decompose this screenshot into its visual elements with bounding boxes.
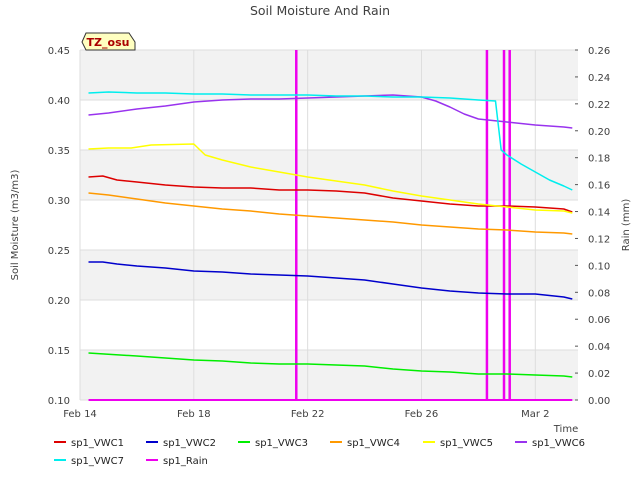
x-tick-label: Mar 2	[521, 409, 549, 420]
y2-axis-label: Rain (mm)	[621, 199, 632, 252]
x-axis: Feb 14 Feb 18 Feb 22 Feb 26 Mar 2	[63, 409, 549, 420]
series-line-sp1-vwc4	[88, 192, 573, 235]
y-axis-label: Soil Moisture (m3/m3)	[10, 170, 21, 281]
y-tick-label: 0.30	[48, 196, 70, 207]
y2-tick-label: 0.24	[588, 73, 610, 84]
y-axis-left: 0.10 0.15 0.20 0.25 0.30 0.35 0.40 0.45	[48, 46, 70, 407]
site-badge-label: TZ_osu	[87, 36, 130, 49]
y2-tick-label: 0.18	[588, 154, 610, 165]
y2-tick-label: 0.16	[588, 181, 610, 192]
y2-tick-label: 0.20	[588, 127, 610, 138]
grid-band	[80, 50, 578, 100]
x-tick-label: Feb 26	[405, 409, 439, 420]
y-tick-label: 0.15	[48, 346, 70, 357]
legend-label: sp1_VWC1	[71, 438, 124, 449]
legend-label: sp1_VWC7	[71, 456, 124, 467]
y2-tick-label: 0.02	[588, 369, 610, 380]
legend: sp1_VWC1 sp1_VWC2 sp1_VWC3 sp1_VWC4 sp1_VWC5…	[54, 438, 585, 467]
x-tick-label: Feb 18	[177, 409, 211, 420]
y-axis-right: 0.00 0.02 0.04 0.06 0.08 0.10 0.12 0.14 0.16 0.18…	[575, 46, 610, 407]
y2-tick-label: 0.08	[588, 288, 610, 299]
series-line-sp1-vwc7	[88, 91, 573, 191]
legend-label: sp1_VWC6	[532, 438, 585, 449]
y-tick-label: 0.35	[48, 146, 70, 157]
series-line-sp1-vwc5	[88, 143, 573, 214]
series-line-sp1-vwc2	[88, 261, 573, 300]
y2-tick-label: 0.22	[588, 100, 610, 111]
chart-title: Soil Moisture And Rain	[250, 3, 390, 18]
x-tick-label: Feb 22	[291, 409, 325, 420]
grid-band	[80, 150, 578, 200]
rain-bars	[88, 50, 573, 401]
y2-tick-label: 0.12	[588, 234, 610, 245]
y-tick-label: 0.25	[48, 246, 70, 257]
series-lines	[88, 91, 573, 378]
site-badge: TZ_osu	[81, 32, 136, 51]
y2-tick-label: 0.10	[588, 261, 610, 272]
y2-tick-label: 0.14	[588, 208, 610, 219]
y-tick-label: 0.20	[48, 296, 70, 307]
grid-band	[80, 250, 578, 300]
legend-label: sp1_VWC4	[347, 438, 400, 449]
legend-label: sp1_VWC5	[440, 438, 493, 449]
legend-label: sp1_VWC3	[255, 438, 308, 449]
y2-tick-label: 0.26	[588, 46, 610, 57]
legend-label: sp1_VWC2	[163, 438, 216, 449]
legend-label: sp1_Rain	[163, 456, 208, 467]
series-line-sp1-vwc3	[88, 352, 573, 378]
y2-tick-label: 0.06	[588, 315, 610, 326]
y-tick-label: 0.10	[48, 396, 70, 407]
grid-bands	[80, 50, 578, 400]
grid-lines	[79, 49, 578, 401]
y2-tick-label: 0.04	[588, 342, 610, 353]
x-axis-label: Time	[553, 424, 578, 435]
y-tick-label: 0.40	[48, 96, 70, 107]
x-tick-label: Feb 14	[63, 409, 97, 420]
y-tick-label: 0.45	[48, 46, 70, 57]
y2-tick-label: 0.00	[588, 396, 610, 407]
